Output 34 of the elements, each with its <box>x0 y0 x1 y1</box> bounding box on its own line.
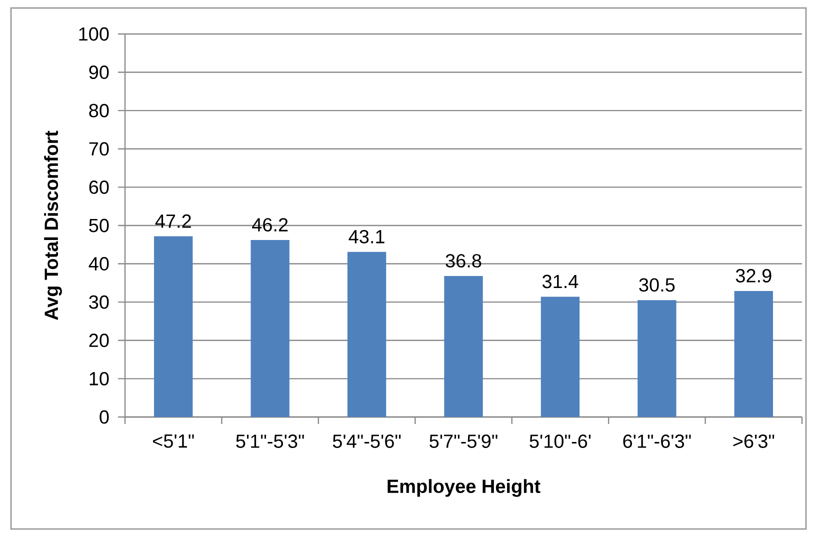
y-tick-label: 20 <box>89 334 109 348</box>
bar <box>250 240 290 417</box>
data-label: 30.5 <box>639 278 675 292</box>
y-tick-label: 100 <box>79 27 109 41</box>
y-tick-label: 50 <box>89 218 109 232</box>
y-tick-label: 40 <box>88 257 109 271</box>
y-tick-label: 70 <box>89 142 109 156</box>
x-tick-label: 5'7"-5'9" <box>430 434 498 448</box>
x-tick-label: 5'10"-6' <box>530 434 591 448</box>
data-label: 36.8 <box>446 254 482 268</box>
y-tick-label: 80 <box>89 104 109 118</box>
x-tick-label: >6'3" <box>733 434 774 448</box>
y-tick-label: 10 <box>90 372 109 386</box>
x-tick-label: 5'4"-5'6" <box>332 434 401 448</box>
x-tick-label: 6'1"-6'3" <box>623 434 691 448</box>
bar <box>154 236 193 417</box>
x-axis-title: Employee Height <box>388 479 540 497</box>
bar <box>347 252 386 417</box>
bar <box>734 290 773 417</box>
x-tick-label: <5'1" <box>153 434 194 448</box>
bar <box>638 300 676 417</box>
bar <box>540 296 580 417</box>
data-label: 43.1 <box>348 230 384 244</box>
data-label: 32.9 <box>736 269 772 282</box>
data-label: 46.2 <box>252 218 288 232</box>
y-tick-label: 30 <box>89 295 109 309</box>
x-tick-label: 5'1"-5'3" <box>236 434 304 448</box>
y-tick-label: 90 <box>89 66 109 80</box>
y-tick-label: 60 <box>89 180 109 194</box>
y-tick-label: 0 <box>100 410 109 424</box>
data-label: 31.4 <box>542 274 578 288</box>
bar <box>444 276 483 417</box>
data-label: 47.2 <box>155 214 191 228</box>
y-axis-title: Avg Total Discomfort <box>44 130 62 320</box>
